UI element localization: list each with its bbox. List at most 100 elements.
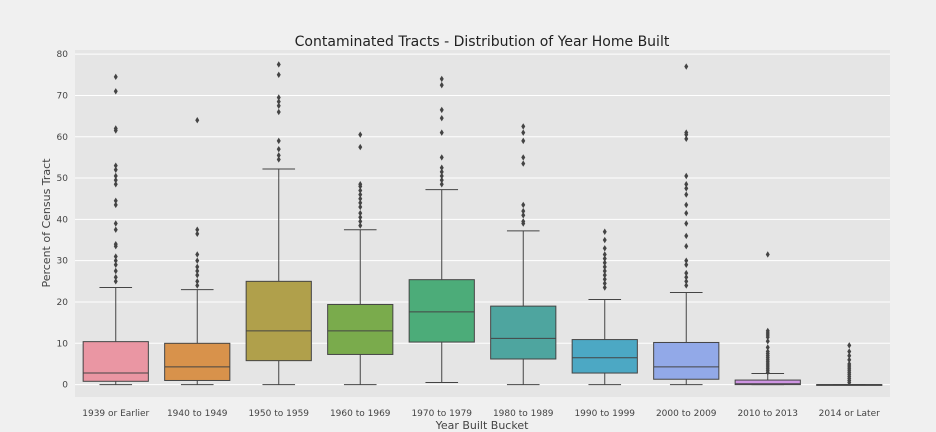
- flier-0-12: [113, 181, 118, 188]
- flier-2-1: [276, 152, 281, 159]
- flier-1-8: [195, 226, 200, 233]
- box-8: [734, 379, 801, 386]
- flier-7-4: [684, 261, 689, 269]
- flier-0-13: [113, 176, 118, 184]
- flier-1-4: [195, 263, 200, 271]
- flier-9-10: [847, 356, 852, 364]
- flier-5-6: [521, 154, 526, 161]
- y-tick-label-20: 20: [57, 298, 69, 308]
- y-tick-label-0: 0: [62, 381, 68, 391]
- x-tick-label-4: 1970 to 1979: [411, 409, 472, 419]
- flier-0-4: [113, 257, 118, 264]
- flier-2-3: [276, 137, 281, 145]
- flier-4-9: [439, 81, 444, 89]
- flier-5-5: [521, 160, 526, 167]
- flier-5-7: [521, 137, 526, 145]
- flier-7-14: [684, 172, 689, 180]
- x-axis-label: Year Built Bucket: [435, 419, 530, 432]
- flier-3-11: [358, 143, 363, 151]
- box-4: [408, 279, 475, 343]
- flier-4-4: [439, 164, 444, 171]
- flier-7-0: [684, 282, 689, 289]
- flier-5-1: [521, 218, 526, 225]
- flier-4-2: [439, 172, 444, 180]
- x-tick-label-7: 2000 to 2009: [656, 409, 717, 419]
- box-2: [245, 280, 312, 362]
- flier-6-2: [602, 276, 607, 283]
- y-tick-label-80: 80: [57, 50, 69, 60]
- flier-7-5: [684, 257, 689, 264]
- flier-8-16: [765, 327, 770, 335]
- flier-8-17: [765, 251, 770, 258]
- flier-6-5: [602, 263, 607, 271]
- flier-0-16: [113, 162, 118, 169]
- flier-2-9: [276, 61, 281, 68]
- flier-2-6: [276, 98, 281, 105]
- box-6: [571, 339, 638, 374]
- flier-0-15: [113, 166, 118, 173]
- y-tick-label-70: 70: [57, 91, 69, 101]
- flier-3-10: [358, 181, 363, 188]
- flier-4-7: [439, 114, 444, 122]
- flier-6-11: [602, 228, 607, 235]
- flier-0-3: [113, 261, 118, 269]
- flier-7-7: [684, 232, 689, 240]
- flier-3-12: [358, 131, 363, 138]
- y-tick-label-60: 60: [57, 133, 69, 143]
- y-tick-label-50: 50: [57, 174, 69, 184]
- x-tick-label-0: 1939 or Earlier: [82, 409, 149, 419]
- flier-5-9: [521, 123, 526, 130]
- flier-7-3: [684, 269, 689, 277]
- flier-2-8: [276, 71, 281, 78]
- flier-7-10: [684, 201, 689, 209]
- flier-1-6: [195, 251, 200, 258]
- flier-0-9: [113, 220, 118, 227]
- flier-1-1: [195, 278, 200, 285]
- flier-2-5: [276, 102, 281, 109]
- flier-6-8: [602, 251, 607, 258]
- flier-5-3: [521, 207, 526, 215]
- flier-7-11: [684, 191, 689, 198]
- x-tick-label-6: 1990 to 1999: [574, 409, 635, 419]
- flier-1-2: [195, 271, 200, 279]
- flier-7-15: [684, 135, 689, 143]
- flier-4-8: [439, 106, 444, 114]
- x-tick-label-3: 1960 to 1969: [330, 409, 391, 419]
- flier-4-6: [439, 129, 444, 136]
- x-tick-label-1: 1940 to 1949: [167, 409, 228, 419]
- flier-3-4: [358, 203, 363, 211]
- flier-9-12: [847, 348, 852, 355]
- flier-8-10: [765, 348, 770, 355]
- flier-6-0: [602, 284, 607, 291]
- flier-6-7: [602, 255, 607, 262]
- flier-4-1: [439, 176, 444, 184]
- flier-3-2: [358, 214, 363, 221]
- flier-1-0: [195, 282, 200, 289]
- x-tick-label-8: 2010 to 2013: [737, 409, 798, 419]
- y-tick-label-40: 40: [57, 215, 69, 225]
- flier-2-2: [276, 145, 281, 153]
- box-1: [164, 342, 231, 381]
- box-7: [653, 341, 720, 380]
- flier-6-4: [602, 267, 607, 275]
- flier-6-1: [602, 280, 607, 287]
- flier-7-8: [684, 220, 689, 227]
- x-tick-label-5: 1980 to 1989: [493, 409, 554, 419]
- flier-8-11: [765, 344, 770, 351]
- flier-1-7: [195, 230, 200, 238]
- flier-0-10: [113, 201, 118, 209]
- y-tick-label-10: 10: [57, 339, 69, 349]
- y-axis-label: Percent of Census Tract: [40, 158, 53, 288]
- flier-6-9: [602, 245, 607, 252]
- flier-7-17: [684, 129, 689, 136]
- flier-3-0: [358, 222, 363, 229]
- flier-0-7: [113, 240, 118, 248]
- flier-7-9: [684, 209, 689, 217]
- x-tick-label-2: 1950 to 1959: [248, 409, 309, 419]
- flier-9-9: [847, 360, 852, 368]
- flier-9-13: [847, 342, 852, 349]
- flier-2-0: [276, 156, 281, 163]
- flier-4-3: [439, 168, 444, 176]
- flier-0-11: [113, 197, 118, 204]
- flier-5-8: [521, 129, 526, 136]
